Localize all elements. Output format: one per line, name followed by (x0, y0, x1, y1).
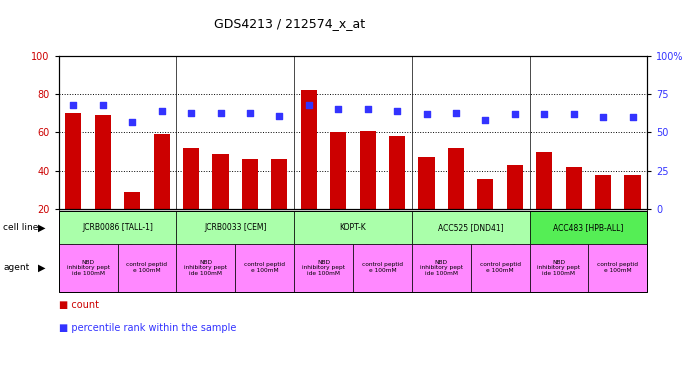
Bar (536, 152, 552, 248)
Bar (566, 167, 582, 248)
Text: ■ count: ■ count (59, 300, 99, 310)
Point (480, 117, 491, 123)
Bar (66, 113, 81, 248)
Bar (595, 175, 611, 248)
Bar (271, 159, 288, 248)
Point (215, 109, 226, 116)
Text: control peptid
e 100mM: control peptid e 100mM (244, 262, 285, 273)
Bar (359, 131, 376, 248)
Text: control peptid
e 100mM: control peptid e 100mM (480, 262, 520, 273)
Bar (330, 132, 346, 248)
Bar (389, 136, 405, 248)
Text: ▶: ▶ (38, 222, 46, 233)
Text: ■ percentile rank within the sample: ■ percentile rank within the sample (59, 323, 236, 333)
Point (627, 114, 638, 120)
Point (68, 102, 79, 108)
Bar (506, 165, 523, 248)
Point (451, 109, 462, 116)
Bar (624, 175, 640, 248)
Text: KOPT-K: KOPT-K (339, 223, 366, 232)
Text: NBD
inhibitory pept
ide 100mM: NBD inhibitory pept ide 100mM (420, 260, 463, 276)
Bar (448, 148, 464, 248)
Text: NBD
inhibitory pept
ide 100mM: NBD inhibitory pept ide 100mM (302, 260, 345, 276)
Bar (477, 179, 493, 248)
Point (186, 109, 197, 116)
Point (362, 106, 373, 113)
Point (333, 106, 344, 113)
Point (568, 111, 579, 117)
Point (391, 108, 402, 114)
Point (274, 113, 285, 119)
Text: NBD
inhibitory pept
ide 100mM: NBD inhibitory pept ide 100mM (538, 260, 580, 276)
Text: GDS4213 / 212574_x_at: GDS4213 / 212574_x_at (214, 17, 366, 30)
Bar (418, 157, 435, 248)
Text: JCRB0086 [TALL-1]: JCRB0086 [TALL-1] (82, 223, 153, 232)
Text: agent: agent (3, 263, 30, 272)
Bar (124, 192, 140, 248)
Point (598, 114, 609, 120)
Text: JCRB0033 [CEM]: JCRB0033 [CEM] (204, 223, 266, 232)
Point (509, 111, 520, 117)
Text: NBD
inhibitory pept
ide 100mM: NBD inhibitory pept ide 100mM (184, 260, 227, 276)
Bar (95, 115, 111, 248)
Point (97, 102, 108, 108)
Text: cell line: cell line (3, 223, 39, 232)
Point (244, 109, 255, 116)
Bar (241, 159, 258, 248)
Point (421, 111, 432, 117)
Point (304, 102, 315, 108)
Text: ACC525 [DND41]: ACC525 [DND41] (438, 223, 504, 232)
Bar (301, 90, 317, 248)
Text: control peptid
e 100mM: control peptid e 100mM (126, 262, 168, 273)
Text: ▶: ▶ (38, 263, 46, 273)
Point (127, 119, 138, 125)
Point (156, 108, 167, 114)
Text: ACC483 [HPB-ALL]: ACC483 [HPB-ALL] (553, 223, 624, 232)
Text: control peptid
e 100mM: control peptid e 100mM (598, 262, 638, 273)
Text: NBD
inhibitory pept
ide 100mM: NBD inhibitory pept ide 100mM (66, 260, 110, 276)
Bar (183, 148, 199, 248)
Bar (213, 154, 228, 248)
Bar (154, 134, 170, 248)
Point (539, 111, 550, 117)
Text: control peptid
e 100mM: control peptid e 100mM (362, 262, 403, 273)
